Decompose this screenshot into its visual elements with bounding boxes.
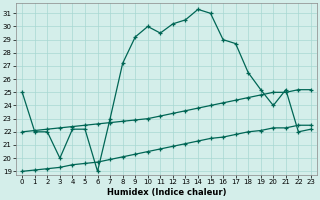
X-axis label: Humidex (Indice chaleur): Humidex (Indice chaleur) [107, 188, 226, 197]
